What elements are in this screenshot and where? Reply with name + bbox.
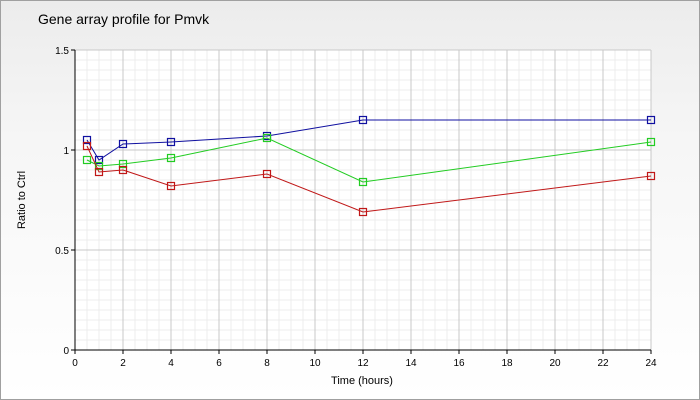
x-tick-label: 14 <box>405 358 417 369</box>
series-line <box>86 137 652 183</box>
data-point-marker <box>166 181 176 191</box>
x-tick-label: 12 <box>357 358 369 369</box>
x-tick-label: 24 <box>645 358 657 369</box>
series-layer <box>82 115 656 217</box>
data-point-marker <box>646 137 656 147</box>
x-tick-label: 22 <box>597 358 609 369</box>
data-point-marker <box>646 115 656 125</box>
data-point-marker <box>262 169 272 179</box>
data-point-marker <box>166 153 176 163</box>
series-3 <box>82 141 656 217</box>
x-tick-label: 0 <box>72 358 78 369</box>
data-point-marker <box>166 137 176 147</box>
data-point-marker <box>358 115 368 125</box>
data-point-marker <box>94 161 104 171</box>
y-tick-label: 0 <box>63 346 69 357</box>
series-line <box>86 119 651 161</box>
data-point-marker <box>94 155 104 165</box>
x-tick-label: 18 <box>501 358 513 369</box>
data-point-marker <box>118 159 128 169</box>
chart-title: Gene array profile for Pmvk <box>38 11 210 27</box>
x-tick-label: 16 <box>453 358 465 369</box>
grid <box>74 49 652 351</box>
data-point-marker <box>82 135 92 145</box>
data-point-marker <box>646 171 656 181</box>
data-point-marker <box>358 207 368 217</box>
x-tick-label: 8 <box>264 358 270 369</box>
data-point-marker <box>82 155 92 165</box>
data-point-marker <box>118 139 128 149</box>
x-tick-label: 20 <box>549 358 561 369</box>
y-tick-label: 1 <box>63 146 69 157</box>
y-tick-label: 1.5 <box>55 46 69 57</box>
data-point-marker <box>118 165 128 175</box>
series-2 <box>82 133 656 187</box>
x-tick-label: 10 <box>309 358 321 369</box>
data-point-marker <box>262 133 272 143</box>
x-tick-label: 2 <box>120 358 126 369</box>
y-axis-label: Ratio to Ctrl <box>16 171 28 229</box>
x-tick-label: 6 <box>216 358 222 369</box>
x-tick-label: 4 <box>168 358 174 369</box>
series-line <box>86 145 652 213</box>
data-point-marker <box>82 141 92 151</box>
y-tick-label: 0.5 <box>55 246 69 257</box>
series-1 <box>82 115 656 165</box>
x-axis-label: Time (hours) <box>331 375 393 387</box>
data-point-marker <box>94 167 104 177</box>
data-point-marker <box>358 177 368 187</box>
